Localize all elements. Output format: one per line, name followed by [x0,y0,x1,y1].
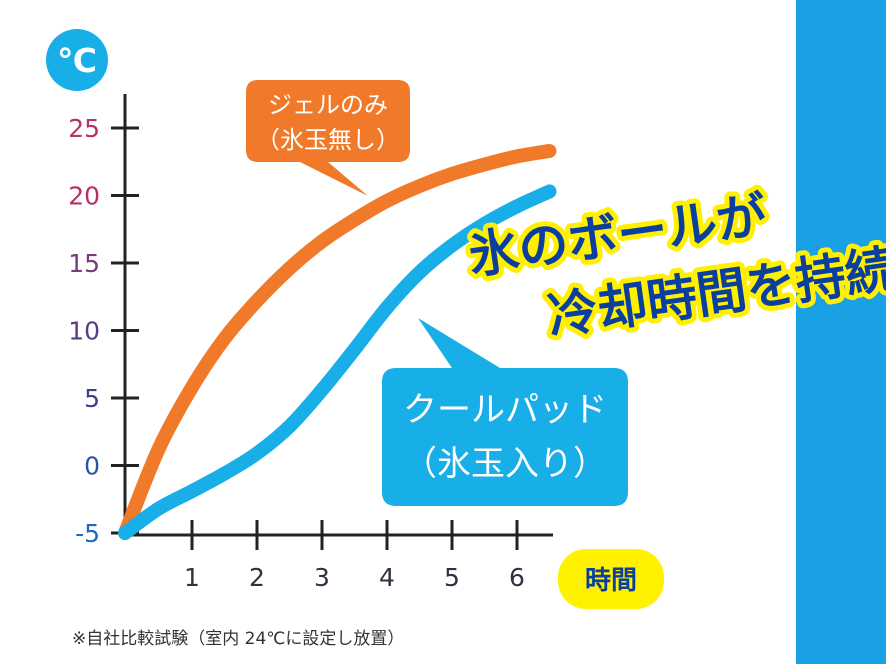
axes [123,94,553,537]
footnote: ※自社比較試験（室内 24℃に設定し放置） [72,629,404,649]
series-line-gel [118,143,557,540]
y-tick-label: 10 [68,317,100,346]
y-tick-label: 20 [68,182,100,211]
x-tick-label: 1 [184,563,200,592]
y-unit-badge: ℃ [46,29,108,91]
series-line-pad [118,184,557,540]
y-tick-label: 15 [68,249,100,278]
x-tick-label: 6 [509,563,525,592]
y-ticks: 25 20 15 10 5 0 -5 [68,114,139,548]
legend-callout-pad: クールパッド （氷玉入り） [382,318,628,506]
legend-callout-gel: ジェルのみ （氷玉無し） [246,80,410,196]
y-tick-label: 5 [84,384,100,413]
y-unit-circle [46,29,108,91]
callout-gel-line1: ジェルのみ [268,91,388,119]
y-unit-label: ℃ [57,41,97,80]
x-ticks: 1 2 3 4 5 6 [184,520,525,592]
x-tick-label: 2 [249,563,265,592]
x-tick-label: 5 [444,563,460,592]
callout-pad-line2: （氷玉入り） [403,444,607,484]
callout-pad-line1: クールパッド [403,390,607,430]
callout-gel-bubble [246,80,410,196]
y-tick-label: 0 [84,452,100,481]
callout-pad-bubble [382,318,628,506]
x-unit-label: 時間 [585,566,637,596]
side-panel [796,0,886,664]
callout-gel-line2: （氷玉無し） [256,126,400,154]
x-tick-label: 4 [379,563,395,592]
series-layer [118,143,557,540]
x-unit-badge: 時間 [558,549,664,609]
x-tick-label: 3 [314,563,330,592]
x-unit-pill [558,549,664,609]
y-tick-label: -5 [75,519,100,548]
y-tick-label: 25 [68,114,100,143]
